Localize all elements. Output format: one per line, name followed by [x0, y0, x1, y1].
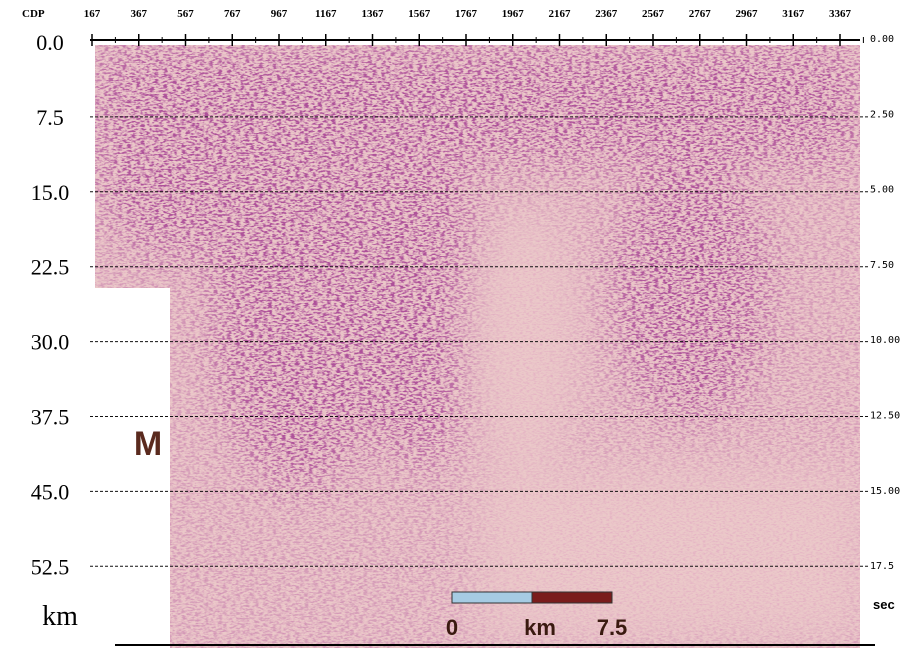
time-label: 15.00	[870, 486, 900, 497]
cdp-label: 2367	[595, 8, 618, 20]
scale-bar-left	[451, 591, 533, 604]
cdp-label: 2167	[549, 8, 572, 20]
depth-label: 22.5	[31, 255, 70, 280]
cdp-title: CDP	[22, 8, 45, 20]
depth-label: 37.5	[31, 405, 70, 430]
scale-end: 7.5	[597, 615, 628, 640]
time-label: 12.50	[870, 411, 900, 422]
cdp-label: 1767	[455, 8, 478, 20]
cdp-label: 2967	[736, 8, 759, 20]
depth-label: 52.5	[31, 554, 70, 579]
scale-unit: km	[524, 615, 556, 640]
depth-label: 15.0	[31, 180, 70, 205]
time-unit: sec	[873, 597, 895, 612]
cdp-label: 167	[84, 8, 101, 20]
cdp-label: 967	[271, 8, 288, 20]
time-label: 17.5	[870, 561, 894, 572]
scale-start: 0	[446, 615, 458, 640]
moho-annotation: M	[134, 425, 162, 463]
cdp-label: 1967	[502, 8, 525, 20]
time-label: 0.00	[870, 34, 894, 45]
seismic-section	[95, 45, 860, 648]
depth-label: 45.0	[31, 479, 70, 504]
cdp-label: 3367	[829, 8, 852, 20]
cdp-label: 1567	[408, 8, 431, 20]
cdp-label: 567	[177, 8, 194, 20]
depth-label: 0.0	[36, 30, 64, 55]
cdp-label: 2767	[689, 8, 712, 20]
time-label: 7.50	[870, 260, 894, 271]
depth-label: 30.0	[31, 330, 70, 355]
cdp-label: 767	[224, 8, 241, 20]
time-label: 10.00	[870, 335, 900, 346]
scale-bar-right	[531, 591, 613, 604]
cdp-label: 2567	[642, 8, 665, 20]
cdp-label: 367	[131, 8, 148, 20]
depth-unit: km	[42, 601, 78, 632]
time-label: 2.50	[870, 109, 894, 120]
depth-label: 7.5	[36, 105, 64, 130]
time-label: 5.00	[870, 185, 894, 196]
cdp-label: 1367	[362, 8, 385, 20]
cdp-label: 1167	[315, 8, 337, 20]
cdp-label: 3167	[782, 8, 805, 20]
